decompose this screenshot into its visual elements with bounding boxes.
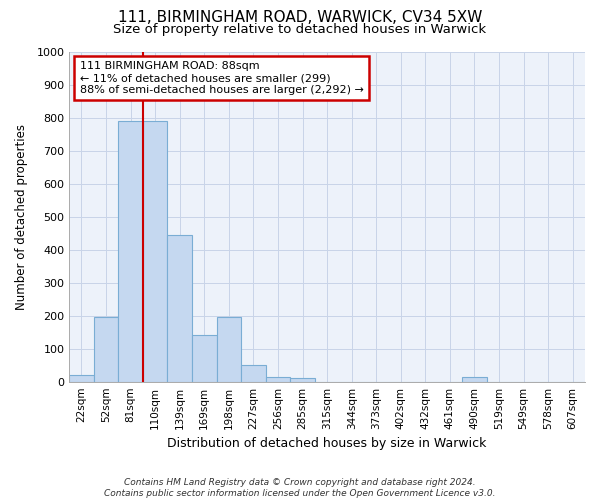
Bar xyxy=(462,376,487,382)
Y-axis label: Number of detached properties: Number of detached properties xyxy=(15,124,28,310)
Bar xyxy=(241,365,266,382)
Bar xyxy=(94,318,118,382)
Bar xyxy=(143,121,167,382)
Bar xyxy=(290,378,315,382)
X-axis label: Distribution of detached houses by size in Warwick: Distribution of detached houses by size … xyxy=(167,437,487,450)
Text: 111 BIRMINGHAM ROAD: 88sqm
← 11% of detached houses are smaller (299)
88% of sem: 111 BIRMINGHAM ROAD: 88sqm ← 11% of deta… xyxy=(80,62,364,94)
Bar xyxy=(118,121,143,382)
Text: 111, BIRMINGHAM ROAD, WARWICK, CV34 5XW: 111, BIRMINGHAM ROAD, WARWICK, CV34 5XW xyxy=(118,10,482,25)
Text: Size of property relative to detached houses in Warwick: Size of property relative to detached ho… xyxy=(113,22,487,36)
Text: Contains HM Land Registry data © Crown copyright and database right 2024.
Contai: Contains HM Land Registry data © Crown c… xyxy=(104,478,496,498)
Bar xyxy=(266,376,290,382)
Bar xyxy=(192,336,217,382)
Bar xyxy=(217,318,241,382)
Bar xyxy=(69,375,94,382)
Bar xyxy=(167,235,192,382)
